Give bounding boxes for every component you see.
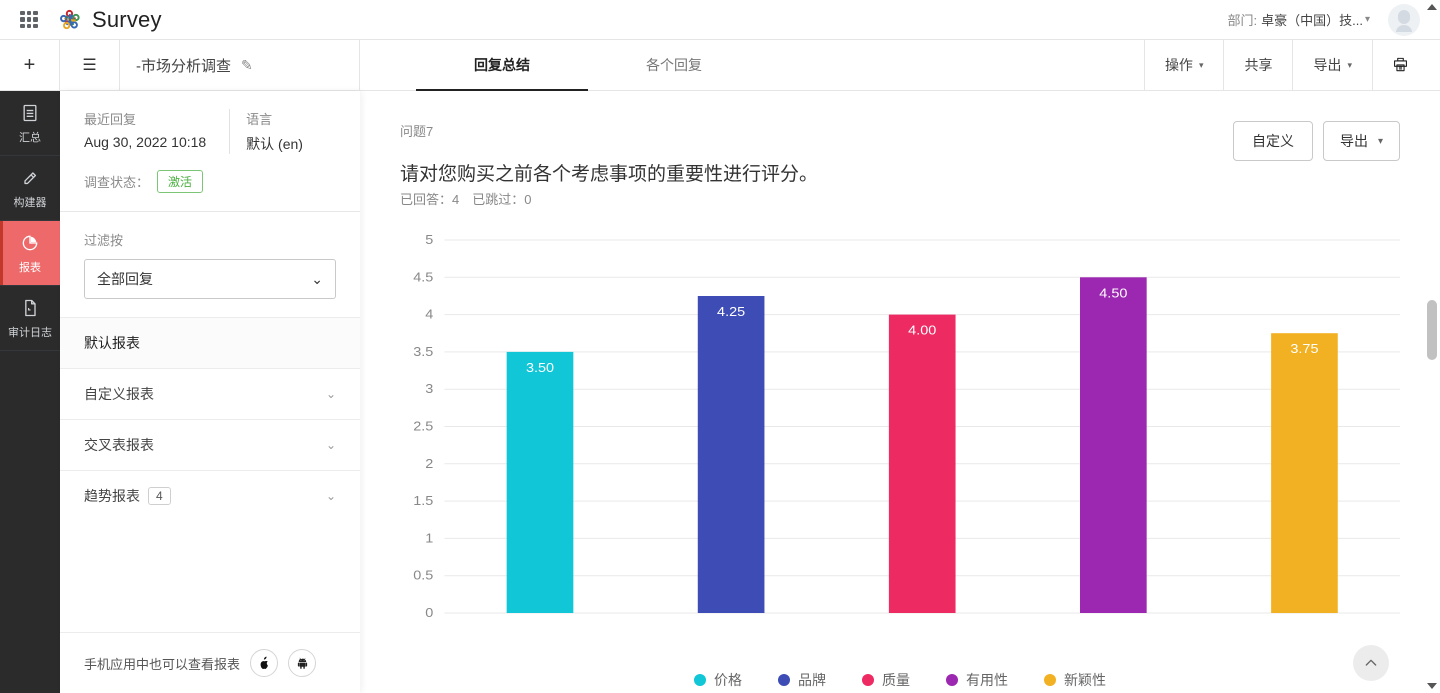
svg-text:1: 1	[425, 531, 433, 545]
svg-text:3.75: 3.75	[1290, 341, 1318, 355]
svg-text:2.5: 2.5	[413, 419, 433, 433]
svg-text:4.50: 4.50	[1099, 286, 1127, 300]
svg-text:4: 4	[425, 307, 433, 321]
svg-text:0.5: 0.5	[413, 568, 433, 582]
svg-text:1.5: 1.5	[413, 493, 433, 507]
svg-text:5: 5	[425, 232, 433, 246]
svg-text:3: 3	[425, 381, 433, 395]
svg-text:3.5: 3.5	[413, 344, 433, 358]
svg-text:4.00: 4.00	[908, 323, 936, 337]
svg-text:4.5: 4.5	[413, 270, 433, 284]
svg-text:4.25: 4.25	[717, 304, 745, 318]
svg-text:0: 0	[425, 605, 433, 619]
svg-text:2: 2	[425, 456, 433, 470]
svg-text:3.50: 3.50	[526, 360, 554, 374]
